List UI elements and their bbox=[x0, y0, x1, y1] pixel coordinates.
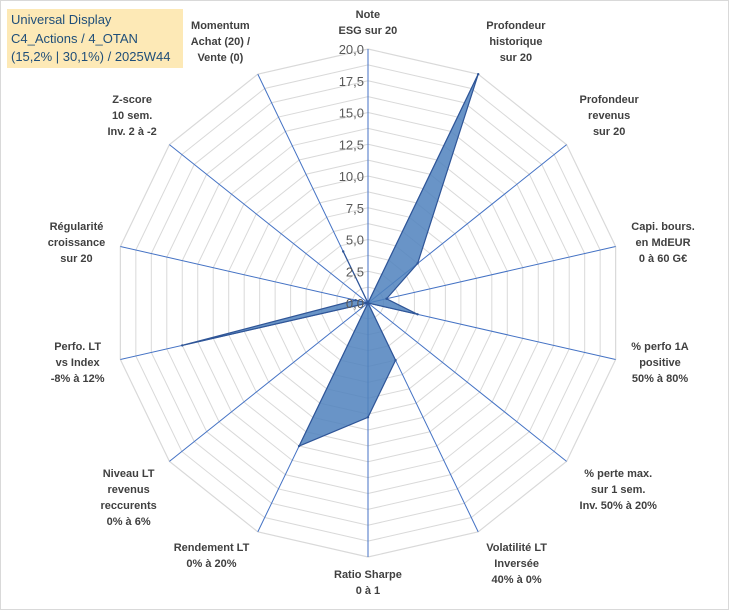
axis-label-line: vs Index bbox=[55, 356, 100, 369]
axis-label: % perfo 1A positive 50% à 80% bbox=[631, 339, 688, 387]
axis-label-line: -8% à 12% bbox=[50, 372, 105, 385]
axis-label-line: % perte max. bbox=[584, 468, 653, 481]
axis-label-line: Volatilité LT bbox=[486, 542, 547, 555]
axis-label-line: ESG sur 20 bbox=[338, 25, 398, 37]
axis-label-line: sur 20 bbox=[499, 51, 533, 64]
axis-label-line: 0 à 60 G€ bbox=[638, 253, 688, 266]
tick-label: 20,0 bbox=[339, 42, 364, 57]
axis-label-line: Inv. 2 à -2 bbox=[107, 125, 157, 138]
axis-label: Régularité croissance sur 20 bbox=[48, 219, 105, 267]
axis-label: Z-score 10 sem. Inv. 2 à -2 bbox=[107, 92, 156, 140]
axis-label: Ratio Sharpe 0 à 1 bbox=[334, 567, 402, 599]
data-point bbox=[181, 344, 184, 347]
data-point bbox=[477, 72, 480, 76]
axis-label: Note ESG sur 20 bbox=[339, 7, 398, 39]
axis-label-line: Achat (20) / bbox=[190, 35, 251, 48]
tick-label: 15,0 bbox=[339, 106, 364, 121]
axis-label-line: Régularité bbox=[49, 221, 104, 234]
axis-spoke bbox=[367, 302, 567, 462]
axis-spoke bbox=[169, 302, 369, 462]
axis-label-line: Profondeur bbox=[486, 19, 546, 32]
data-point bbox=[366, 301, 370, 305]
data-point bbox=[394, 359, 397, 362]
axis-label-line: Perfo. LT bbox=[54, 340, 102, 353]
axis-label-line: Inversée bbox=[494, 558, 539, 571]
axis-label-line: reccurents bbox=[100, 500, 157, 513]
series-area bbox=[182, 73, 479, 448]
axis-label-line: 0 à 1 bbox=[355, 585, 381, 597]
tick-label: 17,5 bbox=[339, 74, 364, 89]
axis-label: Capi. bours. en MdEUR 0 à 60 G€ bbox=[631, 219, 695, 267]
axis-label-line: historique bbox=[489, 35, 543, 48]
data-point bbox=[416, 313, 419, 316]
axis-label-line: % perfo 1A bbox=[631, 340, 689, 353]
axis-label: Volatilité LT Inversée 40% à 0% bbox=[486, 540, 547, 588]
axis-label: Rendement LT 0% à 20% bbox=[174, 540, 250, 572]
axis-label-line: Niveau LT bbox=[102, 468, 155, 481]
axis-label-line: positive bbox=[639, 356, 681, 369]
tick-label: 12,5 bbox=[339, 137, 364, 152]
axis-label-line: Inv. 50% à 20% bbox=[579, 500, 657, 513]
radial-tick-labels: 0,0 2,5 5,0 7,5 10,0 12,5 15,0 17,5 20,0 bbox=[339, 42, 364, 311]
axis-label-line: revenus bbox=[107, 484, 150, 497]
title-line-2: C4_Actions / 4_OTAN bbox=[11, 30, 138, 46]
data-point bbox=[416, 262, 419, 265]
axis-label-line: 0% à 6% bbox=[106, 516, 151, 529]
axis-label-line: 40% à 0% bbox=[491, 574, 542, 587]
tick-label: 5,0 bbox=[346, 233, 364, 248]
axis-spoke bbox=[169, 144, 369, 304]
axis-label-line: Z-score bbox=[112, 93, 152, 106]
axis-label-line: sur 20 bbox=[60, 253, 93, 266]
data-point bbox=[342, 250, 345, 253]
axis-label-line: Rendement LT bbox=[173, 542, 250, 555]
axis-label-line: Note bbox=[355, 9, 381, 21]
axis-spoke bbox=[367, 245, 616, 304]
title-line-3: (15,2% | 30,1%) / 2025W44 bbox=[11, 49, 171, 64]
data-point bbox=[366, 416, 370, 419]
axis-label-line: 50% à 80% bbox=[631, 372, 689, 385]
axis-label-line: sur 20 bbox=[592, 125, 626, 138]
axis-label-line: revenus bbox=[588, 109, 631, 122]
axis-label-line: croissance bbox=[47, 237, 106, 250]
axis-label: Momentum Achat (20) / Vente (0) bbox=[191, 18, 250, 66]
data-point bbox=[385, 297, 388, 300]
data-point bbox=[354, 298, 357, 302]
tick-label: 0,0 bbox=[346, 296, 364, 311]
axis-label-line: 0% à 20% bbox=[186, 558, 237, 571]
axis-label-line: sur 1 sem. bbox=[591, 484, 646, 497]
axis-label-line: Vente (0) bbox=[197, 51, 244, 64]
chart-title-box: Universal Display C4_Actions / 4_OTAN (1… bbox=[7, 9, 183, 68]
axis-label: Perfo. LT vs Index -8% à 12% bbox=[51, 339, 105, 387]
axis-label: Profondeur revenus sur 20 bbox=[580, 92, 639, 140]
axis-label: Profondeur historique sur 20 bbox=[486, 18, 545, 66]
axis-label-line: Profondeur bbox=[579, 93, 639, 106]
axis-label-line: Momentum bbox=[191, 19, 250, 32]
title-line-1: Universal Display bbox=[11, 12, 112, 27]
axis-label-line: en MdEUR bbox=[635, 237, 691, 250]
axis-label-line: Ratio Sharpe bbox=[334, 569, 402, 581]
axis-label: % perte max. sur 1 sem. Inv. 50% à 20% bbox=[580, 466, 657, 514]
tick-label: 2,5 bbox=[346, 264, 364, 279]
tick-label: 7,5 bbox=[346, 201, 364, 216]
axis-spoke bbox=[120, 245, 369, 304]
axis-label-line: Capi. bours. bbox=[631, 221, 695, 234]
axis-label: Niveau LT revenus reccurents 0% à 6% bbox=[100, 466, 156, 530]
radar-series bbox=[181, 72, 480, 448]
data-point bbox=[297, 444, 301, 448]
axis-label-line: 10 sem. bbox=[111, 109, 153, 122]
tick-label: 10,0 bbox=[339, 169, 364, 184]
